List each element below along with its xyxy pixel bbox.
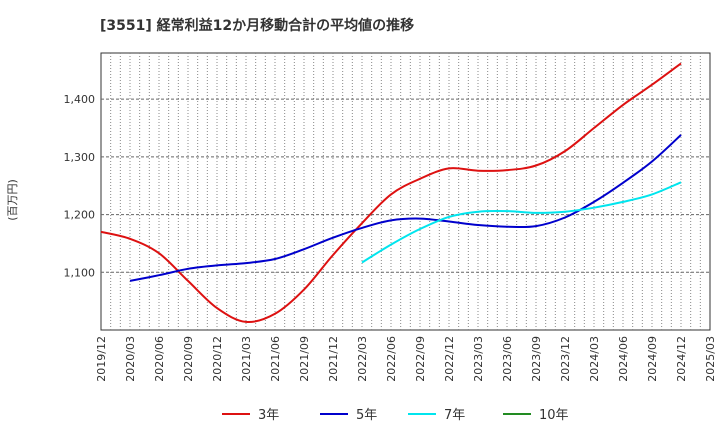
legend-label-2: 5年	[356, 408, 377, 423]
x-tick-label: 2021/06	[269, 336, 282, 382]
x-tick-label: 2020/12	[211, 336, 224, 382]
x-tick-label: 2023/06	[501, 336, 514, 382]
grid-lines	[101, 53, 710, 330]
x-tick-label: 2024/12	[675, 336, 688, 382]
x-tick-label: 2020/09	[182, 336, 195, 382]
legend-label-3: 7年	[444, 408, 465, 423]
x-tick-label: 2024/09	[646, 336, 659, 382]
series-line-3	[361, 181, 682, 264]
y-tick-label: 1,300	[64, 151, 96, 164]
y-axis-label: (百万円)	[6, 179, 19, 221]
x-tick-label: 2023/09	[530, 336, 543, 382]
x-tick-label: 2021/12	[327, 336, 340, 382]
x-tick-label: 2023/03	[472, 336, 485, 382]
x-tick-label: 2019/12	[95, 336, 108, 382]
x-tick-label: 2024/06	[617, 336, 630, 382]
x-tick-label: 2022/06	[385, 336, 398, 382]
y-tick-label: 1,200	[64, 209, 96, 222]
x-tick-label: 2020/03	[124, 336, 137, 382]
series-line-2	[129, 134, 682, 282]
x-tick-label: 2023/12	[559, 336, 572, 382]
x-tick-label: 2022/12	[443, 336, 456, 382]
y-tick-label: 1,100	[64, 266, 96, 279]
y-ticks: 1,100 1,200 1,300 1,400	[64, 93, 96, 279]
chart-title: [3551] 経常利益12か月移動合計の平均値の推移	[100, 17, 414, 34]
x-tick-label: 2022/09	[414, 336, 427, 382]
legend-label-4: 10年	[539, 408, 569, 423]
x-tick-label: 2021/09	[298, 336, 311, 382]
x-tick-label: 2020/06	[153, 336, 166, 382]
x-tick-label: 2022/03	[356, 336, 369, 382]
x-tick-label: 2025/03	[704, 336, 717, 382]
series-lines	[100, 62, 682, 324]
x-ticks: 2019/12 2020/03 2020/06 2020/09 2020/12 2021/…	[95, 336, 717, 382]
y-tick-label: 1,400	[64, 93, 96, 106]
x-tick-label: 2021/03	[240, 336, 253, 382]
legend: 3年 5年 7年 10年	[222, 408, 569, 423]
x-tick-label: 2024/03	[588, 336, 601, 382]
legend-label-1: 3年	[258, 408, 279, 423]
series-line-1	[100, 62, 682, 324]
plot-area	[100, 52, 711, 331]
